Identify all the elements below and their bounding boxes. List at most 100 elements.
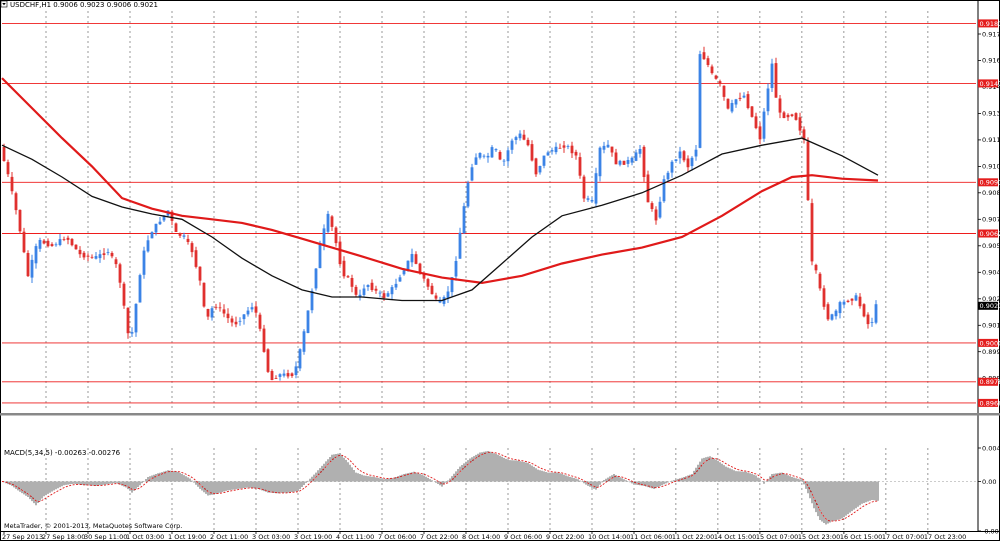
candle-bear	[794, 112, 798, 121]
candle-bear	[650, 201, 654, 212]
time-tick-label: 17 Oct 23:00	[924, 533, 966, 541]
candle-bull	[482, 154, 486, 159]
candle-bear	[526, 137, 530, 147]
candle-bear	[222, 304, 226, 318]
candle-bull	[238, 317, 242, 326]
candle-bear	[810, 198, 814, 266]
candle-bear	[850, 298, 854, 306]
candle-bull	[366, 284, 370, 291]
level-price-tag: 0.8978	[978, 377, 1000, 386]
candle-bull	[294, 361, 298, 379]
candle-bull	[870, 317, 874, 327]
svg-text:0.9091: 0.9091	[980, 179, 1000, 187]
time-tick-label: 15 Oct 23:00	[798, 533, 840, 541]
candle-bear	[26, 250, 30, 277]
candle-bull	[842, 299, 846, 309]
time-tick-label: 2 Oct 11:00	[210, 533, 248, 541]
candle-bear	[194, 246, 198, 269]
symbol-dropdown[interactable]	[0, 0, 8, 8]
candle-bear	[534, 157, 538, 177]
candle-bear	[622, 160, 626, 165]
candle-bear	[530, 140, 534, 162]
candle-bull	[150, 231, 154, 239]
ma-slow-line	[1, 77, 879, 285]
candle-bull	[510, 138, 514, 154]
candle-bear	[710, 64, 714, 75]
candle-bull	[314, 268, 318, 291]
candle-bear	[254, 301, 258, 317]
price-tick-label: 0.8995	[982, 348, 1000, 356]
panel-separator[interactable]	[0, 413, 1000, 416]
candle-bull	[666, 170, 670, 182]
candle-bull	[518, 130, 522, 141]
candle-bear	[14, 191, 18, 215]
candle-bull	[602, 141, 606, 154]
candle-bear	[802, 126, 806, 144]
candle-bear	[214, 303, 218, 310]
candle-bull	[442, 295, 446, 307]
candle-bear	[818, 272, 822, 291]
candle-bear	[18, 209, 22, 234]
candle-bear	[258, 312, 262, 332]
candle-bear	[126, 307, 130, 339]
time-tick-label: 27 Sep 2013	[2, 533, 43, 541]
macd-signal-line	[1, 451, 879, 522]
time-tick-label: 1 Oct 03:00	[126, 533, 164, 541]
candle-bull	[658, 196, 662, 219]
candle-bull	[838, 300, 842, 319]
candle-bull	[662, 175, 666, 203]
candle-bear	[266, 348, 270, 373]
candle-bear	[570, 141, 574, 158]
candle-bear	[798, 112, 802, 136]
candle-bull	[670, 160, 674, 178]
candle-bull	[494, 148, 498, 152]
candle-bear	[822, 285, 826, 310]
candle-bear	[522, 129, 526, 141]
time-tick-label: 8 Oct 14:00	[462, 533, 500, 541]
candle-bear	[290, 372, 294, 378]
candle-bear	[746, 91, 750, 110]
price-tick-label: 0.9085	[982, 189, 1000, 197]
price-tick-label: 0.9175	[982, 30, 1000, 38]
candle-bull	[94, 252, 98, 260]
level-tags: 0.9181 0.9147 0.9091 0.9062 0.9000 0.8978 0.89…	[978, 19, 1000, 407]
candle-bear	[646, 170, 650, 203]
level-price-tag: 0.9091	[978, 178, 1000, 187]
candle-bull	[138, 273, 142, 303]
svg-text:0.9062: 0.9062	[980, 230, 1000, 238]
candle-bear	[190, 241, 194, 258]
candle-bear	[826, 302, 830, 321]
candle-bear	[122, 281, 126, 309]
candle-bear	[702, 46, 706, 60]
candle-bull	[486, 152, 490, 163]
candle-bear	[206, 308, 210, 320]
candle-bull	[250, 302, 254, 313]
candle-bull	[506, 147, 510, 167]
candle-bull	[154, 223, 158, 236]
candle-bull	[130, 327, 134, 337]
time-tick-label: 10 Oct 14:00	[588, 533, 630, 541]
candle-bull	[546, 150, 550, 156]
candle-bull	[38, 237, 42, 252]
horizontal-levels	[2, 22, 976, 482]
candle-bull	[390, 285, 394, 300]
svg-text:0.9000: 0.9000	[980, 339, 1000, 347]
level-price-tag: 0.9181	[978, 19, 1000, 28]
time-tick-label: 11 Oct 22:00	[672, 533, 714, 541]
candle-bull	[470, 163, 474, 182]
candle-bear	[846, 299, 850, 303]
main-chart-title: USDCHF,H1 0.9006 0.9023 0.9006 0.9021	[10, 1, 158, 9]
candle-bear	[758, 122, 762, 145]
candle-bear	[274, 375, 278, 379]
grid	[45, 11, 929, 531]
candle-bull	[142, 246, 146, 279]
candle-bear	[66, 235, 70, 245]
candle-bear	[78, 246, 82, 258]
candle-bull	[410, 248, 414, 267]
candle-bear	[270, 369, 274, 381]
candle-bull	[446, 286, 450, 303]
candle-bear	[338, 236, 342, 267]
candle-bear	[790, 113, 794, 118]
